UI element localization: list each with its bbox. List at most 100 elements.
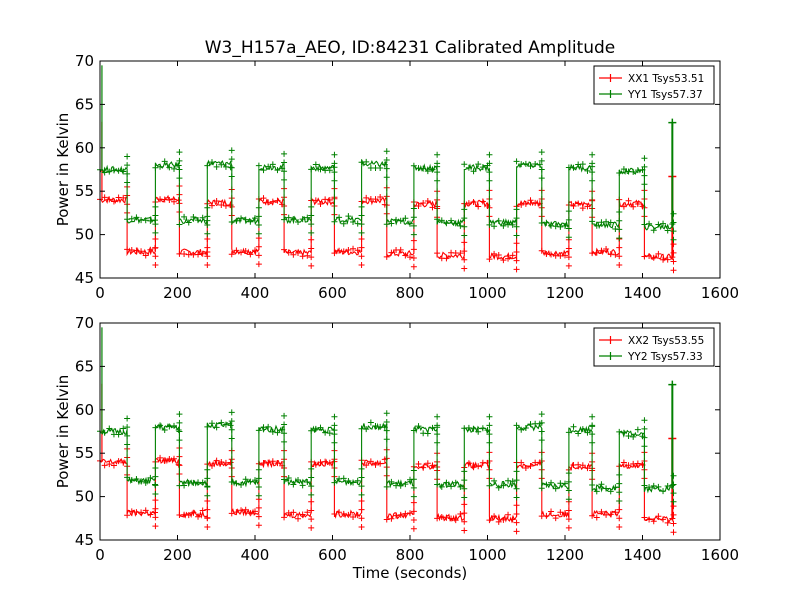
data-point-marker: [513, 485, 520, 492]
data-point-marker: [655, 483, 662, 490]
data-point-marker: [304, 509, 311, 516]
data-point-marker: [589, 413, 596, 420]
data-point-marker: [208, 420, 215, 427]
data-point-marker: [565, 234, 572, 241]
data-point-marker: [255, 466, 262, 473]
data-point-marker: [486, 422, 493, 429]
data-point-marker: [281, 176, 288, 183]
data-point-marker: [331, 413, 338, 420]
data-point-marker: [133, 214, 140, 221]
data-point-marker: [101, 169, 108, 176]
data-point-marker: [152, 473, 159, 480]
data-point-marker: [565, 208, 572, 215]
data-point-marker: [434, 422, 441, 429]
data-point-marker: [434, 177, 441, 184]
data-point-marker: [227, 422, 234, 429]
data-point-marker: [308, 229, 315, 236]
data-point-marker: [646, 516, 653, 523]
data-point-marker: [589, 439, 596, 446]
data-point-marker: [565, 478, 572, 485]
y-tick-label: 60: [75, 139, 94, 157]
data-point-marker: [495, 217, 502, 224]
data-point-marker: [175, 427, 182, 434]
data-point-marker: [233, 247, 240, 254]
data-point-marker: [358, 212, 365, 219]
data-point-marker: [410, 484, 417, 491]
data-point-marker: [345, 213, 352, 220]
top-panel: 0 200 400 600 800 1000 1200 1400 1600 45 50 55 60 65 7…: [54, 52, 739, 302]
data-point-marker: [593, 249, 600, 256]
data-point-marker: [470, 198, 477, 205]
data-point-marker: [562, 480, 568, 487]
data-point-marker: [204, 204, 211, 211]
data-point-marker: [295, 515, 302, 522]
data-point-marker: [513, 502, 520, 509]
data-point-marker: [274, 197, 281, 204]
data-point-marker: [513, 232, 520, 239]
data-point-marker: [410, 231, 417, 238]
data-point-marker: [358, 497, 365, 504]
data-point-marker: [152, 514, 159, 521]
x-tick-label: 1600: [701, 284, 739, 302]
data-point-marker: [565, 487, 572, 494]
data-point-marker: [142, 252, 149, 259]
data-point-marker: [616, 428, 623, 435]
data-point-marker: [589, 422, 596, 429]
data-point-marker: [228, 173, 235, 180]
data-point-marker: [407, 254, 413, 261]
data-point-marker: [461, 518, 468, 525]
data-point-marker: [204, 475, 211, 482]
data-point-marker: [670, 490, 677, 497]
data-point-marker: [552, 223, 559, 230]
data-point-marker: [495, 518, 502, 525]
series-2: [97, 65, 677, 243]
data-point-marker: [120, 425, 127, 432]
data-point-marker: [470, 464, 477, 471]
data-point-marker: [452, 517, 459, 524]
data-point-marker: [152, 235, 159, 242]
data-point-marker: [670, 520, 677, 527]
data-point-marker: [115, 431, 122, 438]
data-point-marker: [176, 175, 183, 182]
data-point-marker: [304, 478, 311, 485]
data-point-marker: [175, 197, 182, 204]
data-point-marker: [479, 164, 486, 171]
series-line: [99, 159, 674, 231]
data-point-marker: [367, 458, 374, 465]
data-point-marker: [255, 513, 262, 520]
data-point-marker: [410, 467, 417, 474]
data-point-marker: [161, 158, 168, 165]
data-point-marker: [208, 159, 215, 166]
data-point-marker: [308, 166, 315, 173]
data-point-marker: [461, 527, 468, 534]
y-tick-label: 65: [75, 95, 94, 113]
data-point-marker: [101, 462, 108, 469]
data-point-marker: [383, 418, 390, 425]
data-point-marker: [157, 422, 164, 429]
data-point-marker: [238, 215, 245, 222]
y-tick-label: 55: [75, 444, 94, 462]
data-point-marker: [331, 479, 338, 486]
data-point-marker: [641, 482, 648, 489]
data-point-marker: [350, 219, 357, 226]
data-point-marker: [543, 481, 550, 488]
data-point-marker: [285, 509, 292, 516]
data-point-marker: [128, 508, 135, 515]
data-point-marker: [429, 166, 436, 173]
data-point-marker: [607, 488, 614, 495]
data-point-marker: [204, 466, 211, 473]
data-point-marker: [299, 482, 306, 489]
data-point-marker: [461, 485, 468, 492]
data-point-marker: [607, 251, 614, 258]
data-point-marker: [345, 246, 352, 253]
data-point-marker: [312, 425, 319, 432]
data-point-marker: [616, 209, 623, 216]
data-point-marker: [388, 478, 395, 485]
data-point-marker: [308, 507, 315, 514]
data-point-marker: [255, 213, 262, 220]
data-point-marker: [152, 505, 159, 512]
data-point-marker: [181, 213, 188, 220]
data-point-marker: [486, 431, 493, 438]
data-point-marker: [434, 169, 441, 176]
data-point-marker: [322, 196, 329, 203]
